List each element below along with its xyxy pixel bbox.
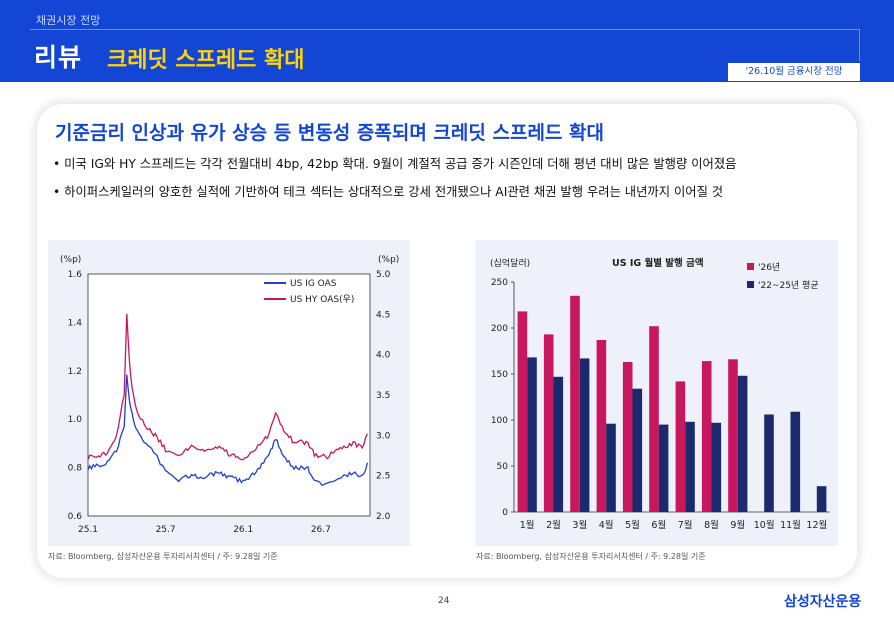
y-right-tick-label: 5.0	[376, 270, 391, 280]
y-left-tick-label: 0.6	[68, 512, 83, 522]
page-subtitle: 크레딧 스프레드 확대	[107, 48, 305, 73]
bar-avg	[527, 357, 537, 512]
y-right-tick-label: 4.5	[376, 310, 390, 320]
legend-label: '26년	[758, 262, 780, 273]
bar-2026	[675, 381, 686, 512]
series-line-hy	[87, 313, 368, 461]
legend-label: '22~25년 평균	[758, 280, 819, 291]
bar-2026	[649, 326, 659, 512]
y-tick-label: 150	[491, 370, 508, 380]
source-note-right: 자료: Bloomberg, 삼성자산운용 투자리서치센터 / 주: 9.28일…	[476, 552, 706, 561]
bar-2026	[596, 340, 607, 512]
spread-chart-panel: (%p) (%p) 1.6 1.4 1.2 1.0 0.8 0.6 5.0 4.5 4.0 3.5 3.…	[48, 240, 410, 546]
bar-2026	[622, 362, 633, 512]
bar-avg	[579, 358, 590, 512]
bar-avg	[658, 424, 669, 512]
company-logo: 삼성자산운용	[784, 594, 862, 610]
y-right-tick-label: 2.0	[376, 512, 391, 522]
x-tick-label: 12월	[806, 519, 827, 531]
issuance-bar-chart: (십억달러) US IG 월별 발행 금액 0 50 100 150 200 250 1월 2월 3…	[490, 257, 830, 531]
bullet-2: • 하이퍼스케일러의 양호한 실적에 기반하여 테크 섹터는 상대적으로 강세 …	[53, 185, 724, 199]
y-right-tick-label: 4.0	[376, 351, 391, 361]
y-left-tick-label: 0.8	[68, 464, 83, 474]
y-tick-label: 100	[491, 416, 508, 426]
source-note-left: 자료: Bloomberg, 삼성자산운용 투자리서치센터 / 주: 9.28일…	[48, 552, 278, 561]
x-tick-label: 2월	[546, 519, 561, 531]
y-tick-label: 250	[491, 278, 508, 288]
page-number: 24	[438, 596, 450, 606]
bar-avg	[764, 414, 774, 512]
y-right-tick-label: 3.0	[376, 431, 391, 441]
bar-avg	[816, 486, 827, 512]
bar-2026	[517, 311, 528, 512]
x-tick-label: 25.7	[156, 525, 176, 535]
y-right-tick-label: 3.5	[376, 391, 390, 401]
right-axis-unit: (%p)	[378, 255, 399, 265]
x-tick-label: 26.7	[311, 525, 331, 535]
bar-2026	[570, 295, 580, 512]
x-tick-label: 26.1	[233, 525, 253, 535]
x-tick-label: 25.1	[78, 525, 98, 535]
y-left-tick-label: 1.4	[68, 318, 83, 328]
bar-avg	[606, 423, 616, 512]
header-divider	[30, 29, 860, 30]
x-tick-label: 8월	[704, 519, 719, 531]
issuance-chart-panel: (십억달러) US IG 월별 발행 금액 0 50 100 150 200 250 1월 2월 3…	[476, 240, 838, 546]
legend-label: US HY OAS(우)	[290, 294, 354, 305]
bar-avg	[790, 411, 801, 512]
y-left-tick-label: 1.2	[68, 367, 82, 377]
headline: 기준금리 인상과 유가 상승 등 변동성 증폭되며 크레딧 스프레드 확대	[55, 122, 604, 144]
x-tick-label: 1월	[520, 519, 535, 531]
legend-swatch	[747, 281, 754, 288]
y-right-tick-label: 2.5	[376, 472, 390, 482]
y-tick-label: 50	[497, 462, 509, 472]
bar-avg	[553, 376, 564, 512]
x-tick-label: 3월	[572, 519, 587, 531]
left-axis-unit: (%p)	[60, 255, 81, 265]
y-tick-label: 0	[502, 508, 508, 518]
page-title: 리뷰	[34, 43, 83, 72]
date-badge: '26.10월 금융시장 전망	[728, 63, 860, 81]
x-tick-label: 4월	[599, 519, 614, 531]
header-bar: 채권시장 전망 리뷰 크레딧 스프레드 확대 '26.10월 금융시장 전망	[0, 0, 894, 82]
bar-avg	[737, 375, 748, 512]
chart-title: US IG 월별 발행 금액	[612, 257, 704, 269]
spread-line-chart: (%p) (%p) 1.6 1.4 1.2 1.0 0.8 0.6 5.0 4.5 4.0 3.5 3.…	[60, 255, 399, 535]
x-tick-label: 5월	[625, 519, 640, 531]
x-tick-label: 7월	[678, 519, 693, 531]
plot-area	[87, 273, 371, 517]
y-axis-unit: (십억달러)	[490, 257, 530, 269]
bar-avg	[632, 388, 643, 512]
series-line-ig	[87, 374, 369, 487]
x-tick-label: 11월	[780, 519, 801, 531]
y-left-tick-label: 1.6	[68, 270, 83, 280]
bar-avg	[711, 422, 722, 512]
x-tick-label: 6월	[651, 519, 666, 531]
header-divider-vertical	[859, 29, 860, 61]
bullet-1: • 미국 IG와 HY 스프레드는 각각 전월대비 4bp, 42bp 확대. …	[53, 157, 737, 171]
bar-2026	[701, 361, 712, 512]
bar-avg	[685, 421, 695, 512]
x-tick-label: 10월	[754, 519, 775, 531]
y-left-tick-label: 1.0	[68, 415, 83, 425]
x-tick-label: 9월	[730, 519, 745, 531]
y-tick-label: 200	[491, 324, 508, 334]
legend-label: US IG OAS	[290, 279, 337, 289]
bar-2026	[728, 359, 738, 512]
section-label: 채권시장 전망	[36, 14, 101, 27]
legend-swatch	[747, 263, 754, 270]
bar-2026	[543, 334, 554, 512]
